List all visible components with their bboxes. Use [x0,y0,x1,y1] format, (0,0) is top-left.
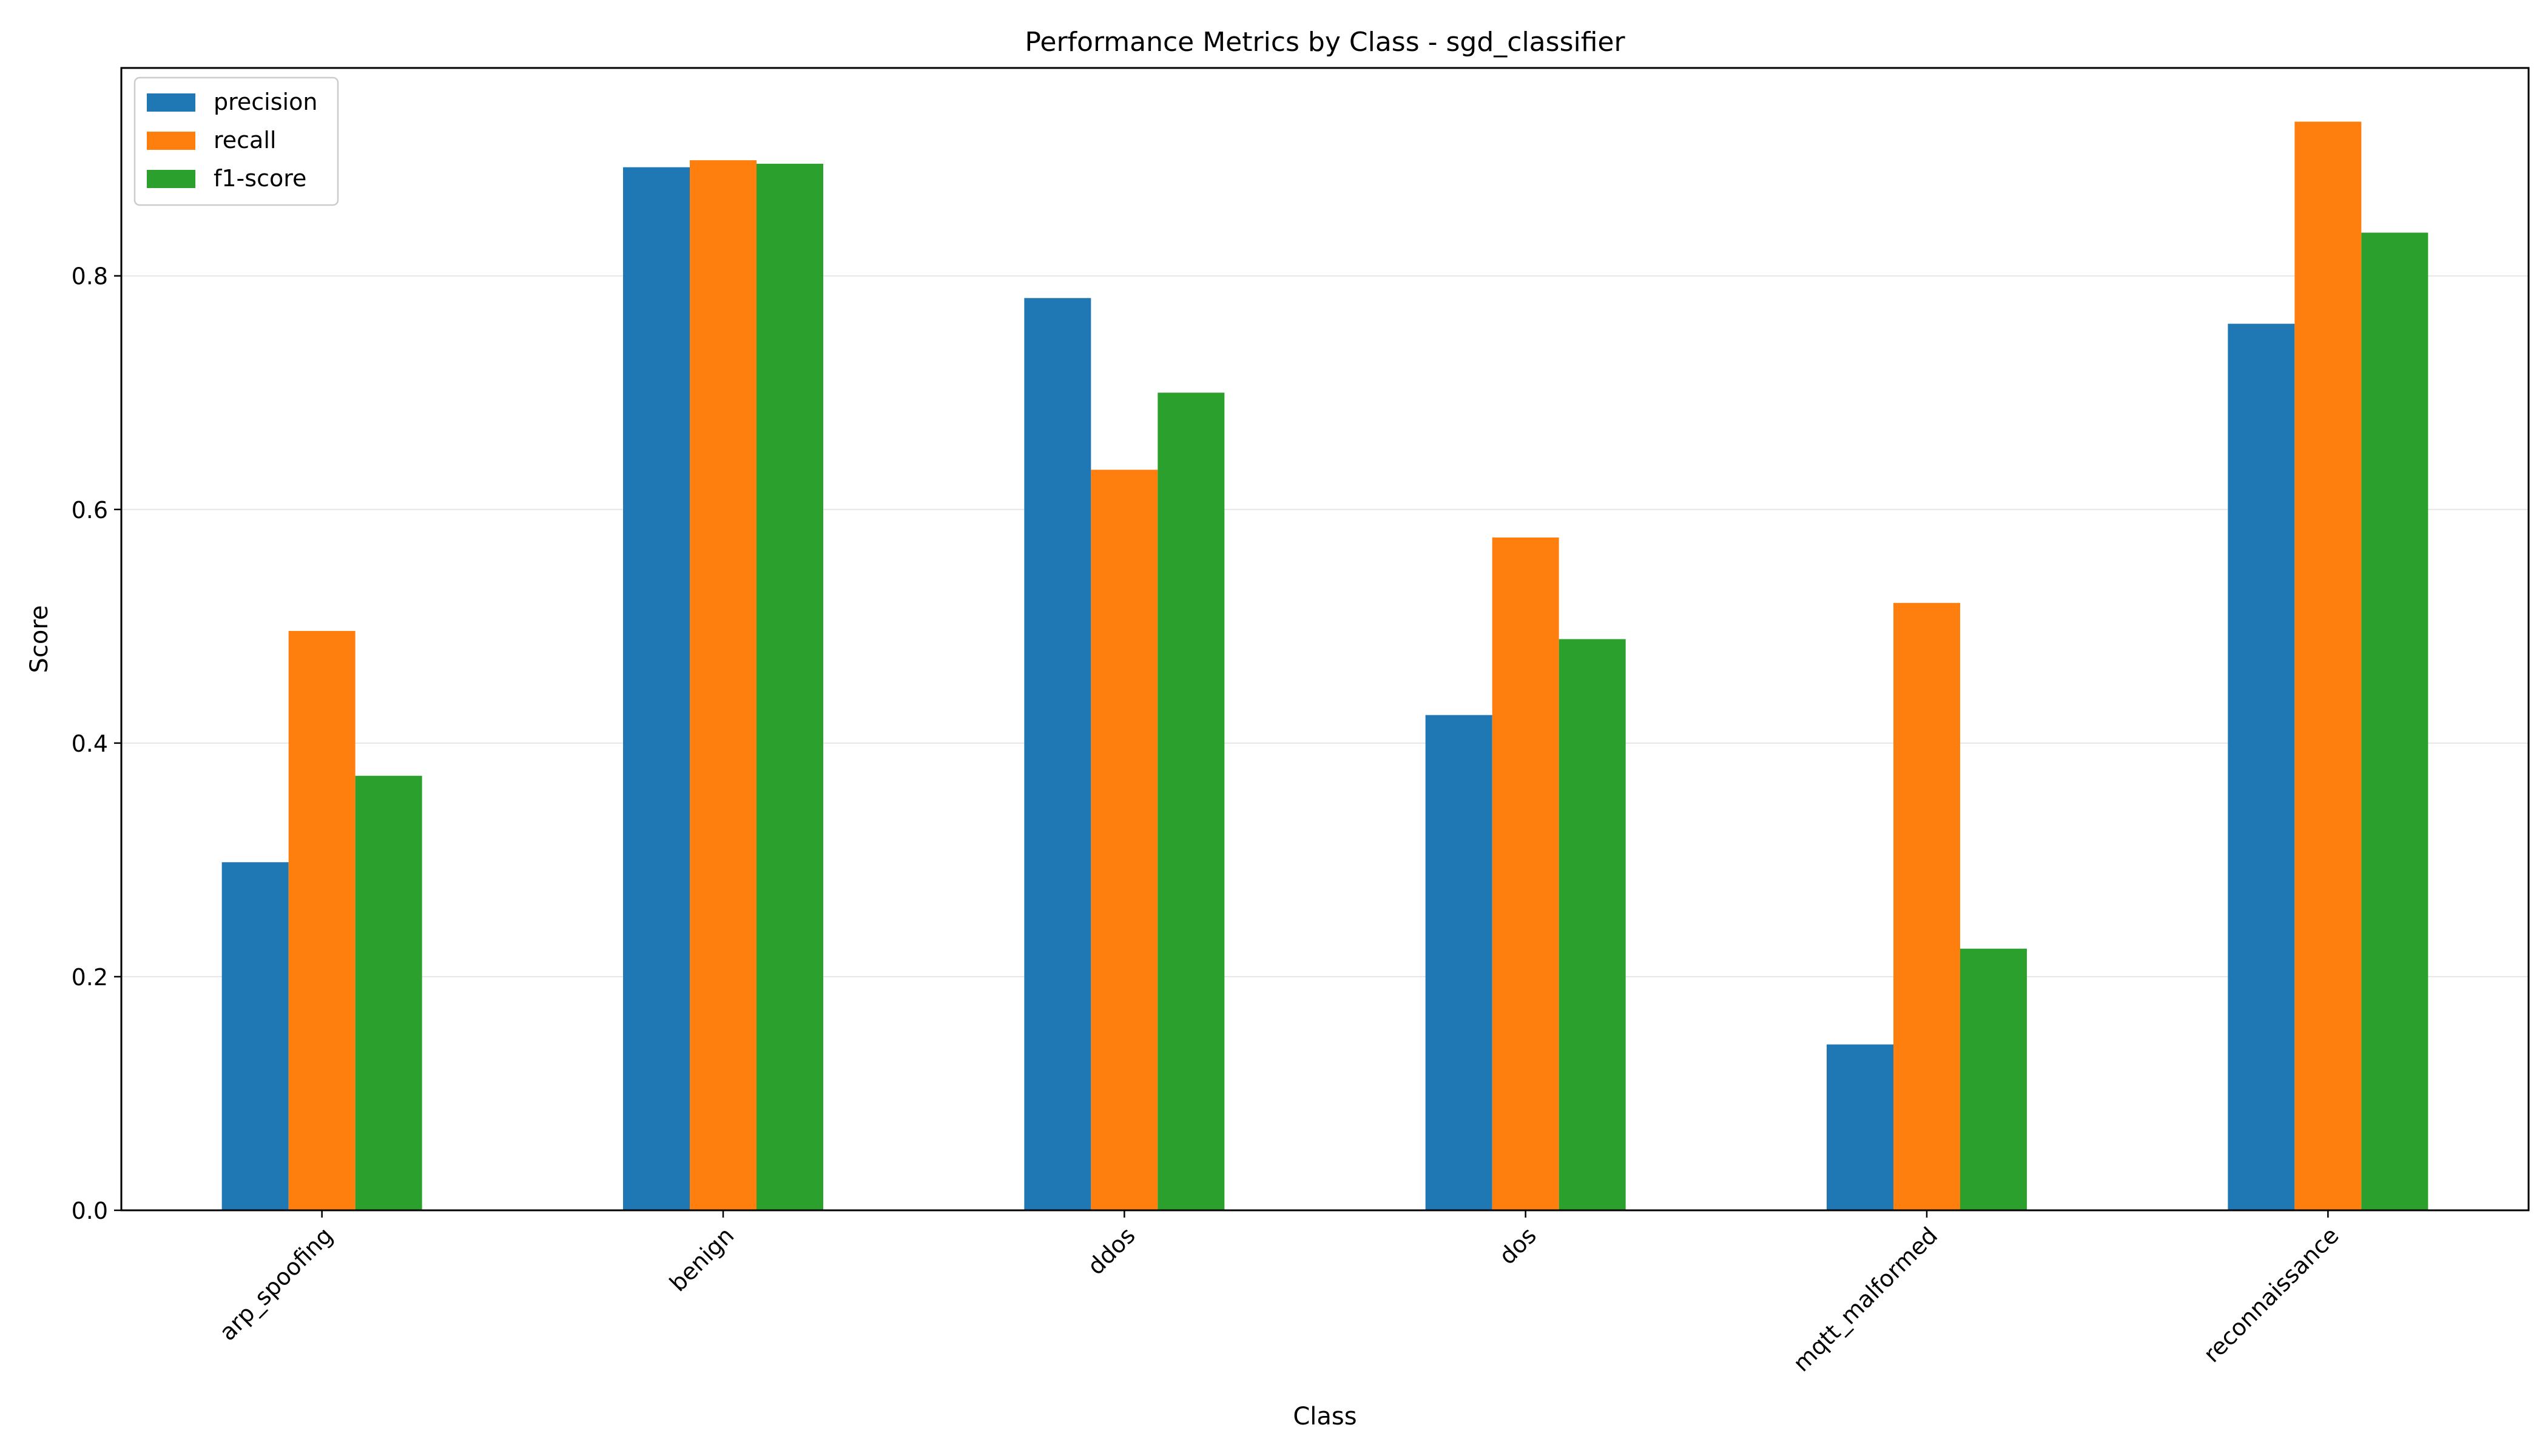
legend: precision recall f1-score [133,76,339,206]
bar-recall-benign [690,160,757,1210]
bar-recall-reconnaissance [2294,121,2362,1211]
plot-frame [120,67,2530,1212]
legend-label-recall: recall [214,127,276,153]
legend-swatch-recall [147,132,195,150]
bar-f1-score-ddos [1158,393,1225,1210]
chart-title: Performance Metrics by Class - sgd_class… [1025,27,1625,58]
bar-f1-score-dos [1559,639,1626,1210]
bar-precision-reconnaissance [2228,323,2295,1211]
y-tick-label: 0.6 [72,497,108,524]
bar-recall-mqtt_malformed [1893,602,1960,1210]
y-axis: 0.0 0.2 0.4 0.6 0.8 [72,263,121,1224]
y-tick-label: 0.2 [72,964,108,991]
bar-recall-arp_spoofing [288,631,356,1210]
bar-f1-score-arp_spoofing [355,775,422,1210]
bar-recall-ddos [1091,470,1158,1210]
legend-swatch-precision [147,93,195,112]
y-grid [121,275,2529,977]
bar-f1-score-mqtt_malformed [1960,948,2027,1210]
bar-precision-mqtt_malformed [1827,1044,1893,1210]
bar-precision-benign [623,167,690,1211]
y-tick-label: 0.8 [72,263,108,290]
bar-f1-score-reconnaissance [2361,232,2428,1210]
x-axis-label: Class [1293,1403,1357,1431]
legend-swatch-f1-score [147,170,195,188]
y-tick-label: 0.4 [72,730,108,757]
bar-f1-score-benign [757,163,823,1210]
y-tick-label: 0.0 [72,1198,108,1224]
bar-precision-arp_spoofing [221,862,289,1210]
legend-label-f1-score: f1-score [214,165,306,192]
bar-precision-ddos [1024,298,1091,1210]
bars [221,121,2428,1211]
y-axis-label: Score [25,605,53,673]
legend-label-precision: precision [214,89,317,115]
bar-recall-dos [1492,537,1559,1210]
bar-precision-dos [1425,715,1492,1210]
